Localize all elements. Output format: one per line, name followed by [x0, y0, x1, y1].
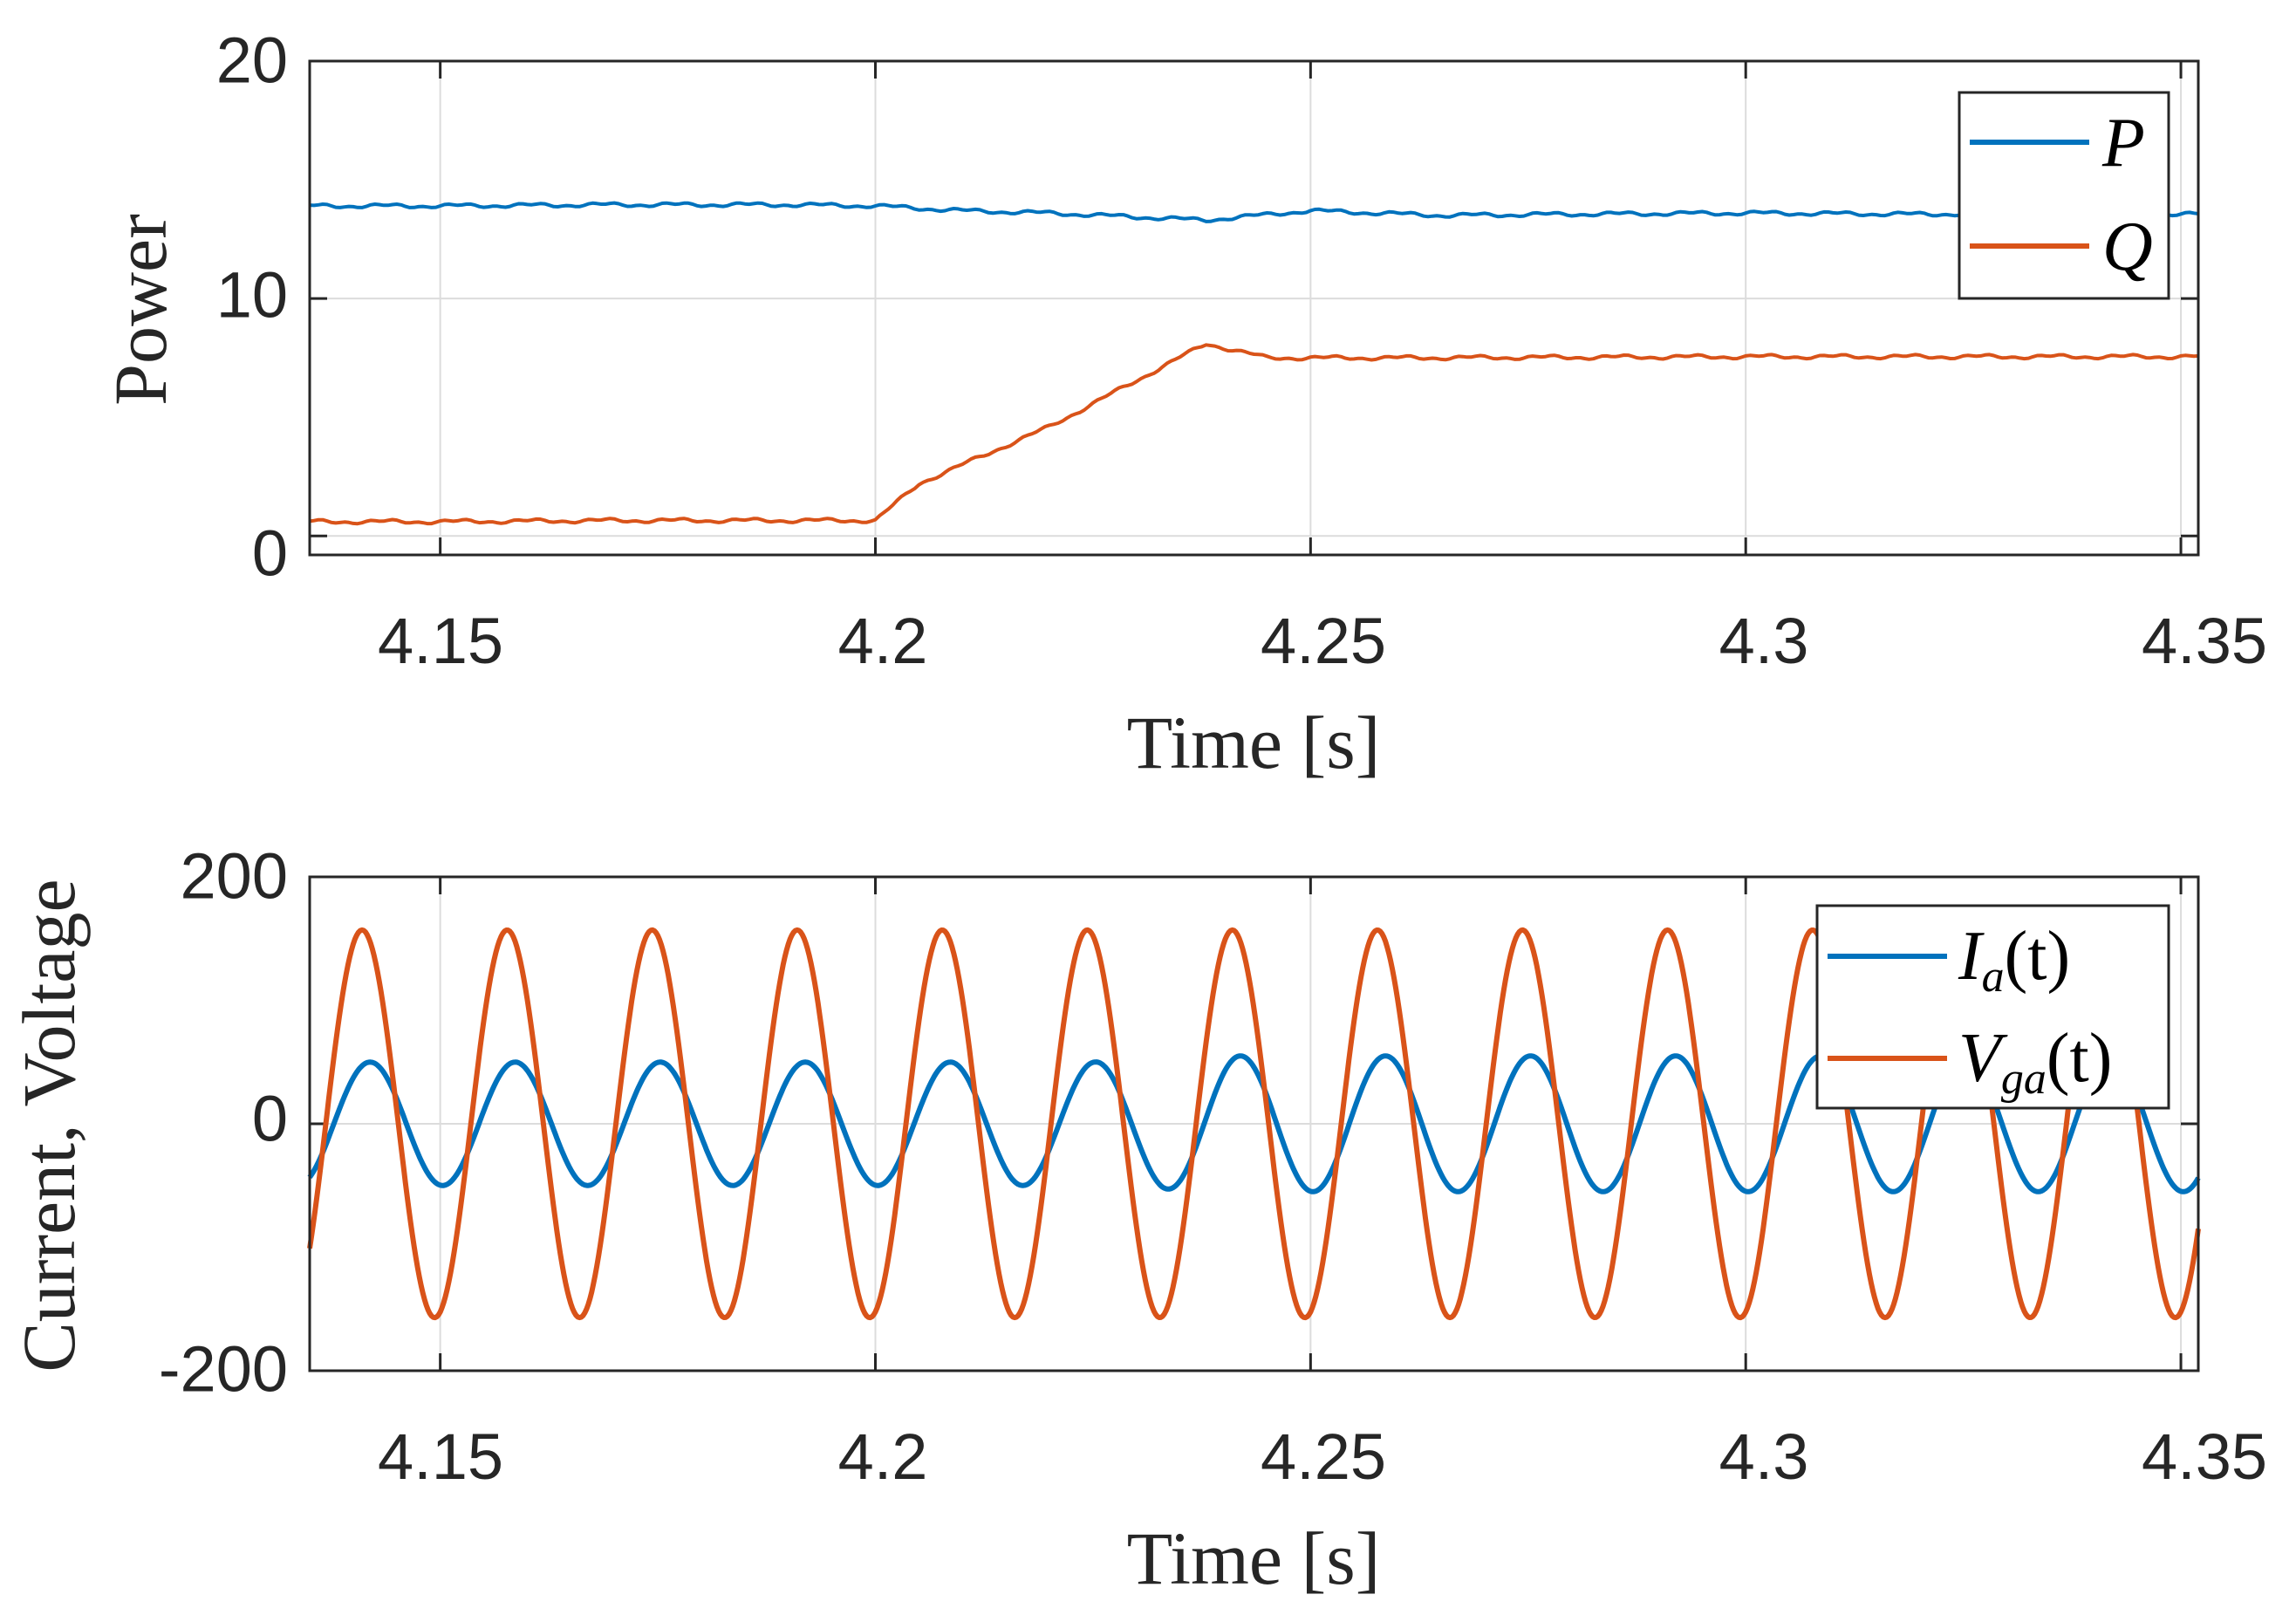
power-axes-frame [308, 59, 2200, 557]
cv-ytick-neg200: -200 [159, 1333, 288, 1406]
legend-Vga-arg: (t) [2047, 1020, 2113, 1097]
power-xtick-4.15: 4.15 [378, 605, 503, 677]
legend-Ia-subscript: a [1982, 952, 2005, 1002]
legend-Vga-name: V [1958, 1020, 2008, 1097]
power-legend-box [1958, 91, 2170, 300]
power-x-axis-label: Time [s] [1127, 701, 1381, 784]
legend-Vga-subscript: ga [2001, 1054, 2047, 1104]
cv-xtick-4.15: 4.15 [378, 1420, 503, 1493]
power-series [309, 201, 2199, 526]
cv-legend-box [1815, 904, 2170, 1110]
cv-x-axis-label: Time [s] [1127, 1516, 1381, 1600]
legend-Ia-name: I [1958, 918, 1985, 995]
series-line-vga [307, 927, 2201, 1321]
cv-xtick-4.35: 4.35 [2142, 1420, 2267, 1493]
cv-xtick-4.3: 4.3 [1719, 1420, 1809, 1493]
current-voltage-plot: 200 0 -200 4.15 4.2 4.25 4.3 4.35 Time [… [7, 840, 2267, 1600]
cv-ytick-0: 0 [252, 1083, 288, 1155]
cv-xtick-4.2: 4.2 [838, 1420, 928, 1493]
legend-label-Q: Q [2102, 209, 2153, 285]
series-line-q [309, 343, 2199, 526]
cv-legend: Ia(t) Vga(t) [1815, 904, 2170, 1110]
power-plot: 0 10 20 4.15 4.2 4.25 4.3 4.35 Time [s] … [99, 24, 2267, 784]
power-xtick-4.2: 4.2 [838, 605, 928, 677]
power-y-axis-label: Power [99, 214, 182, 406]
power-xtick-4.3: 4.3 [1719, 605, 1809, 677]
current-voltage-axes-frame [308, 875, 2200, 1372]
legend-label-Vga: Vga(t) [1958, 1020, 2112, 1104]
current-voltage-series [307, 927, 2201, 1321]
power-legend: P Q [1958, 91, 2170, 300]
legend-Ia-arg: (t) [2005, 918, 2071, 995]
cv-y-axis-label: Current, Voltage [7, 879, 91, 1372]
cv-ytick-200: 200 [181, 840, 288, 913]
legend-label-P: P [2101, 105, 2145, 181]
power-xtick-4.35: 4.35 [2142, 605, 2267, 677]
cv-xtick-4.25: 4.25 [1261, 1420, 1386, 1493]
power-ytick-20: 20 [216, 24, 288, 97]
power-ytick-0: 0 [252, 517, 288, 590]
series-line-p [309, 201, 2199, 223]
power-ytick-10: 10 [216, 259, 288, 332]
power-xtick-4.25: 4.25 [1261, 605, 1386, 677]
legend-label-Ia: Ia(t) [1958, 918, 2070, 1002]
series-line-ia [307, 1053, 2201, 1194]
